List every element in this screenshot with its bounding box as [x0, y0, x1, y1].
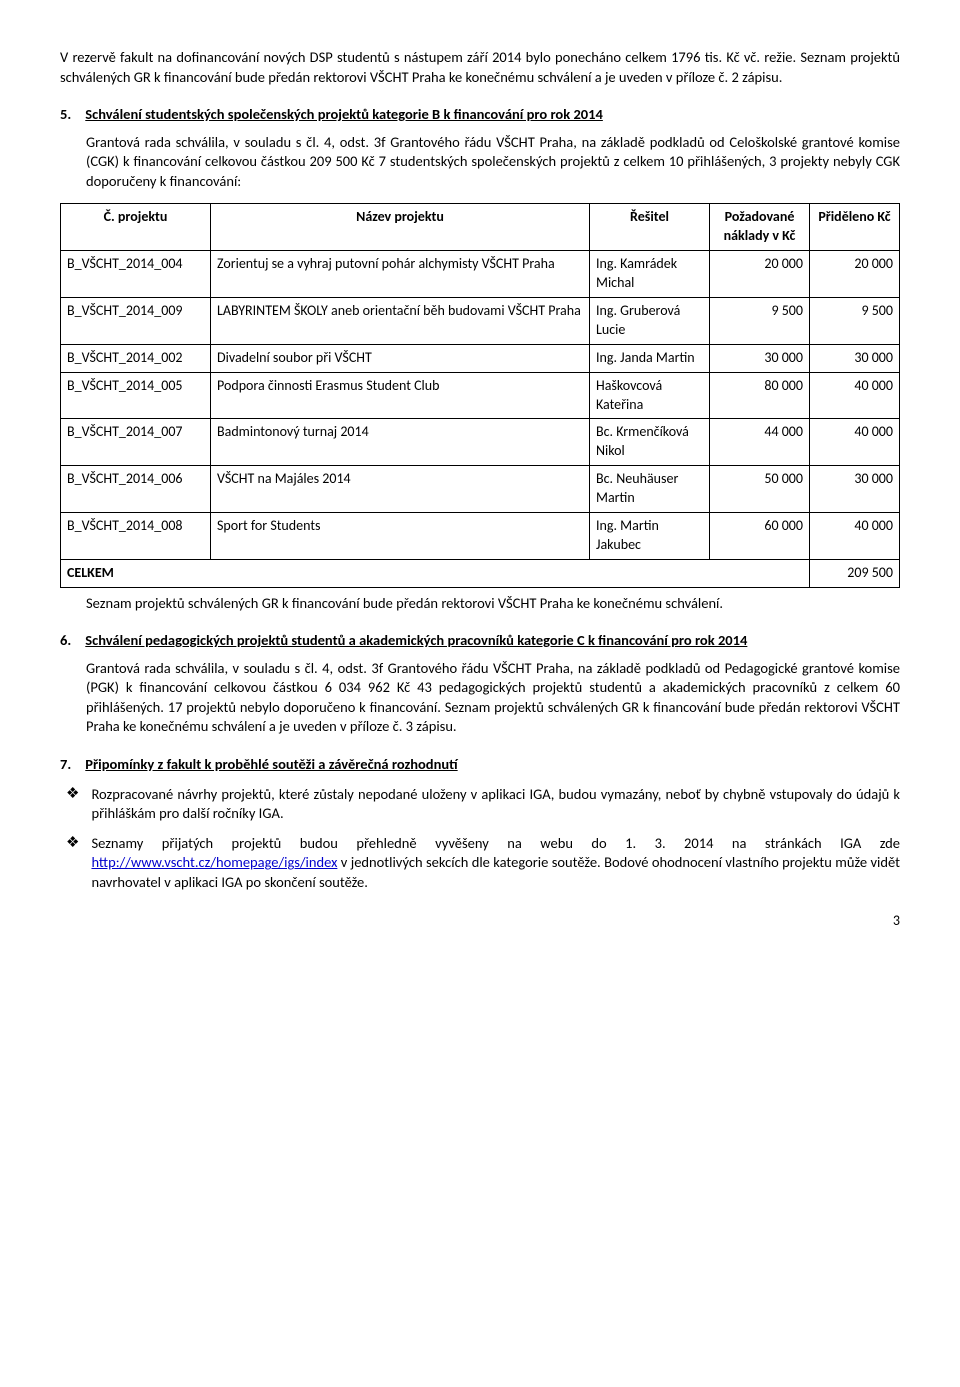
section7-title: Připomínky z fakult k proběhlé soutěži a…	[85, 755, 457, 773]
diamond-icon: ❖	[66, 834, 79, 852]
cell-pozadovane: 44 000	[710, 419, 810, 466]
table-row: B_VŠCHT_2014_007Badmintonový turnaj 2014…	[61, 419, 900, 466]
cell-resitel: Ing. Kamrádek Michal	[590, 251, 710, 298]
section6-title: Schválení pedagogických projektů student…	[85, 631, 747, 649]
section6-heading: 6. Schválení pedagogických projektů stud…	[60, 631, 900, 651]
cell-prideleno: 30 000	[810, 466, 900, 513]
cell-id: B_VŠCHT_2014_009	[61, 297, 211, 344]
section6-num: 6.	[60, 631, 82, 651]
cell-pozadovane: 60 000	[710, 512, 810, 559]
cell-resitel: Ing. Gruberová Lucie	[590, 297, 710, 344]
cell-pozadovane: 30 000	[710, 344, 810, 372]
cell-resitel: Ing. Martin Jakubec	[590, 512, 710, 559]
total-label: CELKEM	[61, 559, 810, 587]
projects-table: Č. projektu Název projektu Řešitel Požad…	[60, 203, 900, 587]
bullet2-pre: Seznamy přijatých projektů budou přehled…	[91, 834, 900, 852]
th-nazev: Název projektu	[211, 204, 590, 251]
table-total-row: CELKEM 209 500	[61, 559, 900, 587]
section5-body: Grantová rada schválila, v souladu s čl.…	[86, 133, 900, 192]
table-row: B_VŠCHT_2014_006VŠCHT na Majáles 2014Bc.…	[61, 466, 900, 513]
section7-heading: 7. Připomínky z fakult k proběhlé soutěž…	[60, 755, 900, 775]
cell-prideleno: 40 000	[810, 372, 900, 419]
cell-resitel: Haškovcová Kateřina	[590, 372, 710, 419]
cell-pozadovane: 80 000	[710, 372, 810, 419]
cell-pozadovane: 20 000	[710, 251, 810, 298]
cell-prideleno: 40 000	[810, 512, 900, 559]
cell-resitel: Bc. Krmenčíková Nikol	[590, 419, 710, 466]
bullet2-text: Seznamy přijatých projektů budou přehled…	[91, 834, 900, 893]
th-resitel: Řešitel	[590, 204, 710, 251]
cell-pozadovane: 9 500	[710, 297, 810, 344]
cell-name: LABYRINTEM ŠKOLY aneb orientační běh bud…	[211, 297, 590, 344]
cell-id: B_VŠCHT_2014_007	[61, 419, 211, 466]
table-row: B_VŠCHT_2014_004Zorientuj se a vyhraj pu…	[61, 251, 900, 298]
cell-pozadovane: 50 000	[710, 466, 810, 513]
table-row: B_VŠCHT_2014_002Divadelní soubor při VŠC…	[61, 344, 900, 372]
cell-resitel: Bc. Neuhäuser Martin	[590, 466, 710, 513]
cell-prideleno: 30 000	[810, 344, 900, 372]
cell-name: Divadelní soubor při VŠCHT	[211, 344, 590, 372]
cell-name: Podpora činnosti Erasmus Student Club	[211, 372, 590, 419]
table-row: B_VŠCHT_2014_008Sport for StudentsIng. M…	[61, 512, 900, 559]
table-row: B_VŠCHT_2014_009LABYRINTEM ŠKOLY aneb or…	[61, 297, 900, 344]
bullet-2: ❖ Seznamy přijatých projektů budou přehl…	[66, 834, 900, 893]
page-number: 3	[60, 912, 900, 931]
table-row: B_VŠCHT_2014_005Podpora činnosti Erasmus…	[61, 372, 900, 419]
th-prideleno: Přiděleno Kč	[810, 204, 900, 251]
section5-title: Schválení studentských společenských pro…	[85, 105, 603, 123]
cell-id: B_VŠCHT_2014_006	[61, 466, 211, 513]
section5-heading: 5. Schválení studentských společenských …	[60, 105, 900, 125]
cell-name: Sport for Students	[211, 512, 590, 559]
after-table-paragraph: Seznam projektů schválených GR k financo…	[86, 594, 900, 614]
cell-id: B_VŠCHT_2014_002	[61, 344, 211, 372]
section5-num: 5.	[60, 105, 82, 125]
igs-link[interactable]: http://www.vscht.cz/homepage/igs/index	[91, 853, 337, 871]
cell-prideleno: 40 000	[810, 419, 900, 466]
cell-id: B_VŠCHT_2014_004	[61, 251, 211, 298]
diamond-icon: ❖	[66, 785, 79, 803]
th-pozadovane: Požadované náklady v Kč	[710, 204, 810, 251]
bullet1-text: Rozpracované návrhy projektů, které zůst…	[91, 785, 900, 824]
cell-name: Zorientuj se a vyhraj putovní pohár alch…	[211, 251, 590, 298]
cell-prideleno: 20 000	[810, 251, 900, 298]
cell-id: B_VŠCHT_2014_008	[61, 512, 211, 559]
th-projektu: Č. projektu	[61, 204, 211, 251]
cell-name: Badmintonový turnaj 2014	[211, 419, 590, 466]
cell-resitel: Ing. Janda Martin	[590, 344, 710, 372]
cell-id: B_VŠCHT_2014_005	[61, 372, 211, 419]
section6-body: Grantová rada schválila, v souladu s čl.…	[86, 659, 900, 737]
total-value: 209 500	[810, 559, 900, 587]
bullet-1: ❖ Rozpracované návrhy projektů, které zů…	[66, 785, 900, 824]
cell-prideleno: 9 500	[810, 297, 900, 344]
intro-paragraph: V rezervě fakult na dofinancování nových…	[60, 48, 900, 87]
section7-num: 7.	[60, 755, 82, 775]
table-header-row: Č. projektu Název projektu Řešitel Požad…	[61, 204, 900, 251]
cell-name: VŠCHT na Majáles 2014	[211, 466, 590, 513]
